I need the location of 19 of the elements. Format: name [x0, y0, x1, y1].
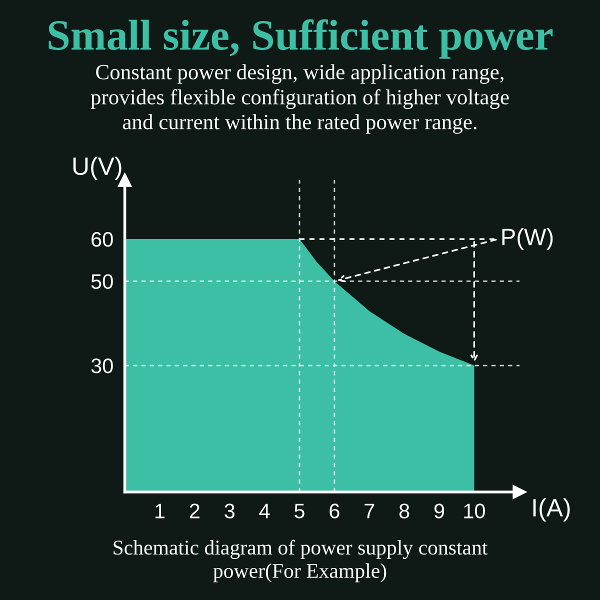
x-tick-label: 2: [190, 504, 200, 518]
y-tick-label: 60: [92, 232, 113, 247]
x-axis-title: I(A): [533, 498, 570, 522]
x-tick-label: 7: [364, 504, 374, 518]
y-axis-title: U(V): [73, 156, 122, 180]
x-tick-label: 1: [156, 504, 165, 518]
chart-subtitle: Constant power design, wide application range, provides flexible configuration of higher voltage and current within the rated power range.: [90, 64, 509, 134]
y-tick-label: 30: [91, 358, 113, 374]
x-tick-label: 3: [224, 504, 234, 518]
x-tick-label: 8: [399, 504, 410, 518]
text: Schematic diagram of power supply constant power(For Example): [114, 540, 488, 582]
annotation: P(W): [502, 228, 553, 250]
x-tick-label: 10: [464, 504, 485, 518]
x-tick-label: 4: [259, 504, 270, 518]
x-tick-label: 6: [330, 504, 340, 518]
y-tick-label: 50: [91, 274, 113, 289]
x-tick-label: 9: [434, 504, 444, 518]
chart-title: Small size, Sufficient power: [48, 19, 553, 59]
x-tick-label: 5: [294, 504, 304, 518]
